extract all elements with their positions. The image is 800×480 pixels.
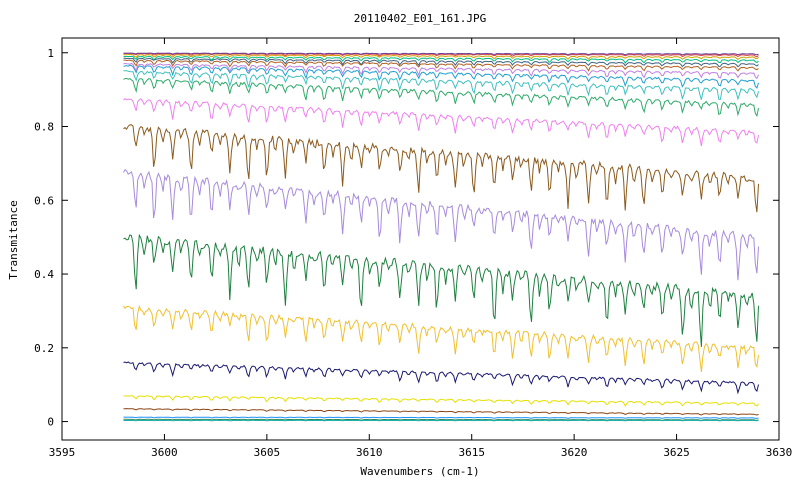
y-tick-label: 0: [47, 416, 54, 429]
spectrum-series-line: [123, 124, 759, 213]
x-tick-label: 3620: [561, 446, 588, 459]
ticks-layer: 3595 3600 3605 3610 3615 3620 3625 3630 0 0.2 0.4 0…: [34, 38, 792, 459]
y-tick-label: 0.4: [34, 268, 54, 281]
x-tick-label: 3625: [663, 446, 690, 459]
x-tick-label: 3595: [49, 446, 76, 459]
spectrum-series-line: [123, 395, 759, 407]
spectrum-series-line: [123, 59, 759, 72]
spectrum-series-line: [123, 54, 759, 60]
spectrum-series-line: [123, 64, 759, 89]
spectrum-series-line: [123, 57, 759, 68]
x-axis-label: Wavenumbers (cm-1): [360, 465, 479, 478]
spectrum-series-line: [123, 52, 759, 56]
series-layer: [123, 52, 759, 422]
spectrum-series-line: [123, 55, 759, 64]
spectrum-series-line: [123, 233, 759, 348]
x-tick-label: 3615: [458, 446, 485, 459]
spectrum-series-line: [123, 168, 759, 281]
x-tick-label: 3610: [356, 446, 383, 459]
spectrum-series-line: [123, 62, 759, 80]
spectrum-series-line: [123, 418, 759, 421]
spectrum-series-line: [123, 416, 759, 419]
spectrum-series-line: [123, 77, 759, 118]
chart-title: 20110402_E01_161.JPG: [354, 12, 486, 25]
y-tick-label: 0.8: [34, 121, 54, 134]
spectrum-series-line: [123, 52, 759, 58]
spectrum-series-line: [123, 98, 759, 147]
x-tick-label: 3630: [766, 446, 793, 459]
spectrum-series-line: [123, 361, 759, 395]
y-tick-label: 0.6: [34, 194, 54, 207]
spectrum-series-line: [123, 304, 759, 373]
y-axis-label: Transmitance: [7, 200, 20, 279]
x-tick-label: 3600: [151, 446, 178, 459]
spectrum-series-line: [123, 70, 759, 101]
plot-frame: [61, 37, 780, 441]
x-tick-label: 3605: [254, 446, 281, 459]
y-tick-label: 0.2: [34, 342, 54, 355]
y-tick-label: 1: [47, 47, 54, 60]
spectrum-series-line: [123, 408, 759, 416]
